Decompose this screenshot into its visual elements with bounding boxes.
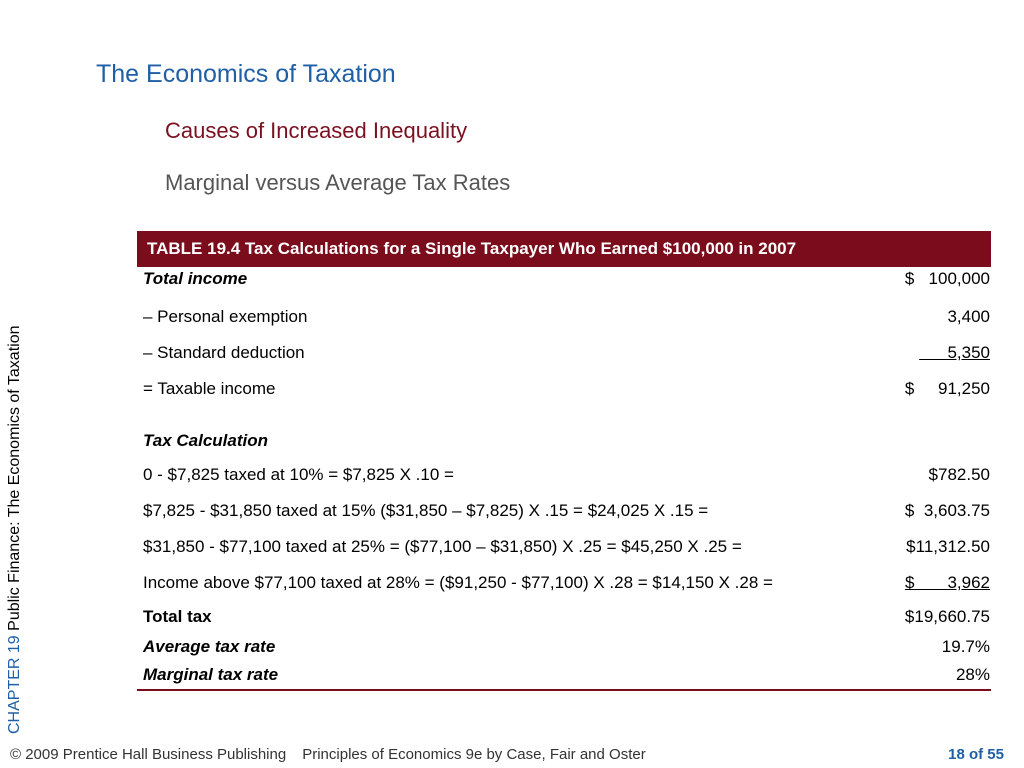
row-label: – Standard deduction	[143, 343, 305, 362]
table-row-bracket: $31,850 - $77,100 taxed at 25% = ($77,10…	[137, 533, 991, 569]
table-row-total-tax: Total tax $19,660.75	[137, 605, 991, 635]
footer-book: Principles of Economics 9e by Case, Fair…	[302, 746, 646, 763]
chapter-label: CHAPTER 19	[6, 635, 23, 734]
table-row-taxable-income: = Taxable income $ 91,250	[137, 375, 991, 411]
slide-subtitle-tax-rates: Marginal versus Average Tax Rates	[165, 170, 511, 195]
slide-subtitle-inequality: Causes of Increased Inequality	[165, 118, 468, 143]
row-label: Average tax rate	[143, 637, 276, 656]
row-value: $ 91,250	[904, 379, 990, 398]
tax-table: TABLE 19.4 Tax Calculations for a Single…	[137, 231, 991, 691]
row-label: $31,850 - $77,100 taxed at 25% = ($77,10…	[143, 537, 742, 556]
footer-copyright: © 2009 Prentice Hall Business Publishing	[10, 746, 287, 763]
row-value: $ 100,000	[904, 269, 990, 288]
table-row-standard-deduction: – Standard deduction 5,350	[137, 339, 991, 375]
row-label: Income above $77,100 taxed at 28% = ($91…	[143, 573, 773, 592]
row-label: = Taxable income	[143, 379, 276, 398]
chapter-sidebar: CHAPTER 19 Public Finance: The Economics…	[6, 325, 24, 734]
row-value: $ 3,603.75	[904, 501, 990, 520]
row-label: – Personal exemption	[143, 307, 308, 326]
row-value: 5,350	[919, 343, 990, 362]
row-label: Total tax	[143, 607, 212, 626]
table-row-marginal-rate: Marginal tax rate 28%	[137, 663, 991, 691]
row-label: $7,825 - $31,850 taxed at 15% ($31,850 –…	[143, 501, 709, 520]
table-bottom-rule	[137, 689, 991, 691]
row-value: 19.7%	[941, 637, 990, 656]
slide-title: The Economics of Taxation	[96, 60, 396, 88]
row-value: $19,660.75	[904, 607, 990, 626]
row-label: Marginal tax rate	[143, 665, 279, 684]
slide-footer: © 2009 Prentice Hall Business Publishing…	[10, 746, 646, 763]
row-value: 28%	[955, 665, 990, 684]
chapter-book-title: Public Finance: The Economics of Taxatio…	[6, 325, 23, 631]
row-value: $ 3,962	[904, 573, 990, 592]
table-title: TABLE 19.4 Tax Calculations for a Single…	[137, 231, 991, 267]
table-row-bracket: 0 - $7,825 taxed at 10% = $7,825 X .10 =…	[137, 461, 991, 497]
table-row-average-rate: Average tax rate 19.7%	[137, 635, 991, 663]
row-value: $782.50	[928, 465, 990, 484]
row-label: Total income	[143, 269, 248, 288]
table-row-total-income: Total income $ 100,000	[137, 267, 991, 303]
table-row-personal-exemption: – Personal exemption 3,400	[137, 303, 991, 339]
row-value: $11,312.50	[906, 537, 990, 556]
page-number: 18 of 55	[948, 746, 1004, 763]
table-row-tax-calc-heading: Tax Calculation	[137, 411, 991, 461]
row-value: 3,400	[947, 307, 990, 326]
row-label: Tax Calculation	[143, 431, 269, 450]
row-label: 0 - $7,825 taxed at 10% = $7,825 X .10 =	[143, 465, 454, 484]
table-row-bracket: Income above $77,100 taxed at 28% = ($91…	[137, 569, 991, 605]
table-row-bracket: $7,825 - $31,850 taxed at 15% ($31,850 –…	[137, 497, 991, 533]
